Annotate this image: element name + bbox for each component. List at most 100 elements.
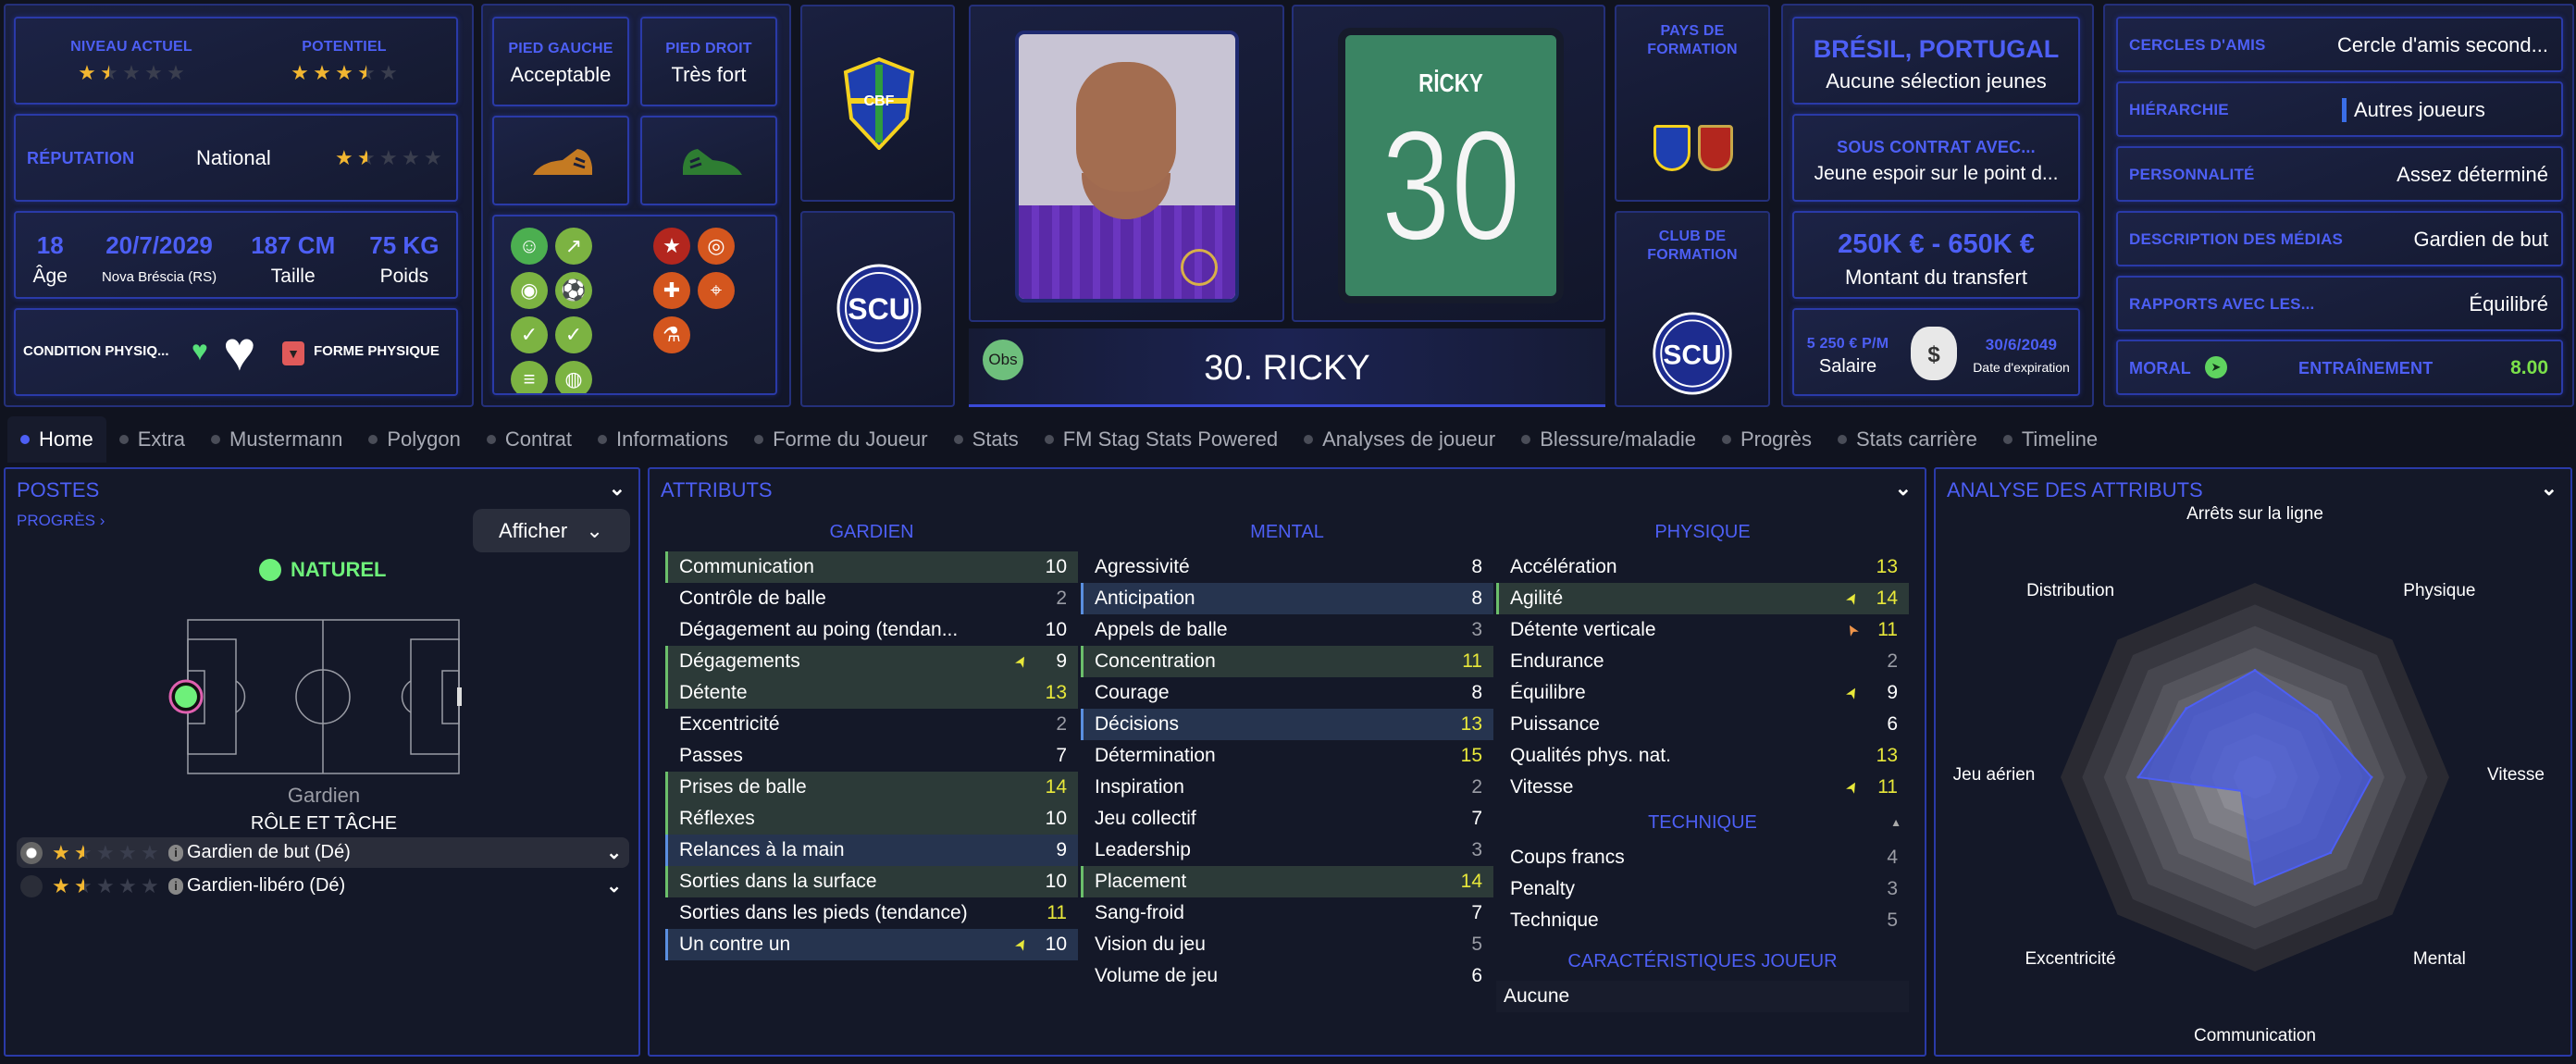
- attribute-row[interactable]: Contrôle de balle 2: [665, 583, 1078, 614]
- role-radio[interactable]: [20, 841, 43, 864]
- star-icon: ★: [118, 842, 139, 863]
- attribute-row[interactable]: Accélération 13: [1496, 551, 1909, 583]
- tab-forme-du-joueur[interactable]: Forme du Joueur: [741, 416, 941, 463]
- tab-home[interactable]: Home: [7, 416, 106, 463]
- info-row-label: CERCLES D'AMIS: [2129, 36, 2266, 54]
- attribute-row[interactable]: Vision du jeu 5: [1081, 929, 1493, 960]
- info-row: PERSONNALITÉ Assez déterminé: [2116, 146, 2563, 202]
- tab-contrat[interactable]: Contrat: [474, 416, 585, 463]
- info-icon[interactable]: i: [168, 877, 183, 895]
- attribute-value: 15: [1460, 745, 1482, 766]
- tab-label: Progrès: [1740, 427, 1812, 451]
- attribute-name: Réflexes: [679, 808, 755, 829]
- chevron-down-icon[interactable]: ⌄: [606, 843, 622, 863]
- attribute-row[interactable]: Passes 7: [665, 740, 1078, 772]
- tab-informations[interactable]: Informations: [585, 416, 741, 463]
- attribute-row[interactable]: Endurance 2: [1496, 646, 1909, 677]
- role-row[interactable]: ★ ★ ★ ★ ★ i Gardien-libéro (Dé) ⌄: [17, 871, 629, 901]
- attribute-row[interactable]: Jeu collectif 7: [1081, 803, 1493, 835]
- attribute-row[interactable]: Communication 10: [665, 551, 1078, 583]
- attribute-name: Jeu collectif: [1095, 808, 1196, 829]
- role-row[interactable]: ★ ★ ★ ★ ★ i Gardien de but (Dé) ⌄: [17, 837, 629, 868]
- jersey-panel: RİCKY 30: [1292, 5, 1605, 322]
- money-bag-icon: $: [1911, 327, 1957, 380]
- attribute-row[interactable]: Prises de balle 14: [665, 772, 1078, 803]
- player-name: 30. RICKY: [1204, 349, 1370, 388]
- info-icon[interactable]: i: [168, 844, 183, 861]
- attribute-row[interactable]: Excentricité 2: [665, 709, 1078, 740]
- chevron-down-icon[interactable]: ⌄: [1894, 476, 1912, 500]
- attribute-row[interactable]: Détermination 15: [1081, 740, 1493, 772]
- positions-title: POSTES: [17, 478, 100, 501]
- attribute-row[interactable]: Relances à la main 9: [665, 835, 1078, 866]
- natural-dot-icon: [259, 559, 281, 581]
- traits-icons-card: ☺ ↗ ◉ ⚽ ✓ ✓ ≡ ◍ ★ ◎ ✚ ⌖ ⚗: [492, 215, 777, 395]
- attribute-row[interactable]: Anticipation 8: [1081, 583, 1493, 614]
- attribute-row[interactable]: Réflexes 10: [665, 803, 1078, 835]
- collapse-up-icon[interactable]: ▲: [1890, 816, 1901, 829]
- tab-polygon[interactable]: Polygon: [355, 416, 474, 463]
- attribute-row[interactable]: Concentration 11: [1081, 646, 1493, 677]
- attribute-row[interactable]: Décisions 13: [1081, 709, 1493, 740]
- tab-timeline[interactable]: Timeline: [1990, 416, 2111, 463]
- attribute-row[interactable]: Sorties dans la surface 10: [665, 866, 1078, 897]
- attribute-row[interactable]: Puissance 6: [1496, 709, 1909, 740]
- training-value: 8.00: [2510, 357, 2548, 378]
- attribute-row[interactable]: Penalty 3: [1496, 873, 1909, 905]
- progress-link-label: PROGRÈS: [17, 512, 96, 529]
- star-icon: ★: [379, 148, 400, 168]
- tab-blessure-maladie[interactable]: Blessure/maladie: [1508, 416, 1709, 463]
- left-foot-card: PIED GAUCHE Acceptable: [492, 17, 629, 106]
- tab-stats-carri-re[interactable]: Stats carrière: [1825, 416, 1990, 463]
- analysis-panel: ANALYSE DES ATTRIBUTS ⌄ Arrêts sur la li…: [1934, 467, 2572, 1057]
- tab-fm-stag-stats-powered[interactable]: FM Stag Stats Powered: [1032, 416, 1291, 463]
- chevron-down-icon[interactable]: ⌄: [2540, 476, 2557, 500]
- attribute-row[interactable]: Vitesse ➤ 11: [1496, 772, 1909, 803]
- attribute-value: 9: [1887, 682, 1898, 703]
- chevron-down-icon[interactable]: ⌄: [606, 876, 622, 897]
- attribute-row[interactable]: Leadership 3: [1081, 835, 1493, 866]
- radar-axis-label: Distribution: [2026, 580, 2115, 600]
- show-dropdown[interactable]: Afficher ⌄: [473, 509, 630, 552]
- progress-link[interactable]: PROGRÈS ›: [17, 512, 105, 529]
- attribute-value: 13: [1876, 556, 1898, 577]
- attribute-row[interactable]: Qualités phys. nat. 13: [1496, 740, 1909, 772]
- attribute-row[interactable]: Technique 5: [1496, 905, 1909, 936]
- attribute-name: Dégagements: [679, 650, 800, 672]
- attribute-name: Courage: [1095, 682, 1170, 703]
- chevron-down-icon[interactable]: ⌄: [608, 476, 625, 500]
- attribute-row[interactable]: Détente 13: [665, 677, 1078, 709]
- obs-badge[interactable]: Obs: [983, 340, 1023, 380]
- tab-analyses-de-joueur[interactable]: Analyses de joueur: [1291, 416, 1508, 463]
- attribute-row[interactable]: Sang-froid 7: [1081, 897, 1493, 929]
- tab-extra[interactable]: Extra: [106, 416, 198, 463]
- attribute-row[interactable]: Équilibre ➤ 9: [1496, 677, 1909, 709]
- star-icon: ★: [424, 148, 444, 168]
- attribute-row[interactable]: Placement 14: [1081, 866, 1493, 897]
- attribute-row[interactable]: Volume de jeu 6: [1081, 960, 1493, 992]
- attribute-row[interactable]: Détente verticale ➤ 11: [1496, 614, 1909, 646]
- attribute-row[interactable]: Agressivité 8: [1081, 551, 1493, 583]
- potential-stars: ★ ★ ★ ★ ★: [290, 63, 399, 83]
- attribute-row[interactable]: Dégagement au poing (tendan... 10: [665, 614, 1078, 646]
- attribute-row[interactable]: Un contre un ➤ 10: [665, 929, 1078, 960]
- technical-header[interactable]: TECHNIQUE ▲: [1496, 803, 1909, 842]
- tab-progr-s[interactable]: Progrès: [1709, 416, 1825, 463]
- star-icon: ★: [357, 148, 378, 168]
- bio-item: 75 KG Poids: [369, 231, 439, 288]
- attribute-row[interactable]: Inspiration 2: [1081, 772, 1493, 803]
- role-radio[interactable]: [20, 874, 43, 897]
- tab-mustermann[interactable]: Mustermann: [198, 416, 355, 463]
- bio-item: 20/7/2029 Nova Bréscia (RS): [102, 231, 217, 288]
- tab-stats[interactable]: Stats: [941, 416, 1032, 463]
- radar-axis-label: Communication: [2194, 1026, 2316, 1045]
- jersey-name: RİCKY: [1418, 68, 1483, 97]
- attribute-name: Concentration: [1095, 650, 1216, 672]
- attribute-row[interactable]: Dégagements ➤ 9: [665, 646, 1078, 677]
- attribute-row[interactable]: Agilité ➤ 14: [1496, 583, 1909, 614]
- attribute-row[interactable]: Courage 8: [1081, 677, 1493, 709]
- attribute-name: Technique: [1510, 909, 1599, 931]
- attribute-row[interactable]: Appels de balle 3: [1081, 614, 1493, 646]
- attribute-row[interactable]: Coups francs 4: [1496, 842, 1909, 873]
- attribute-row[interactable]: Sorties dans les pieds (tendance) 11: [665, 897, 1078, 929]
